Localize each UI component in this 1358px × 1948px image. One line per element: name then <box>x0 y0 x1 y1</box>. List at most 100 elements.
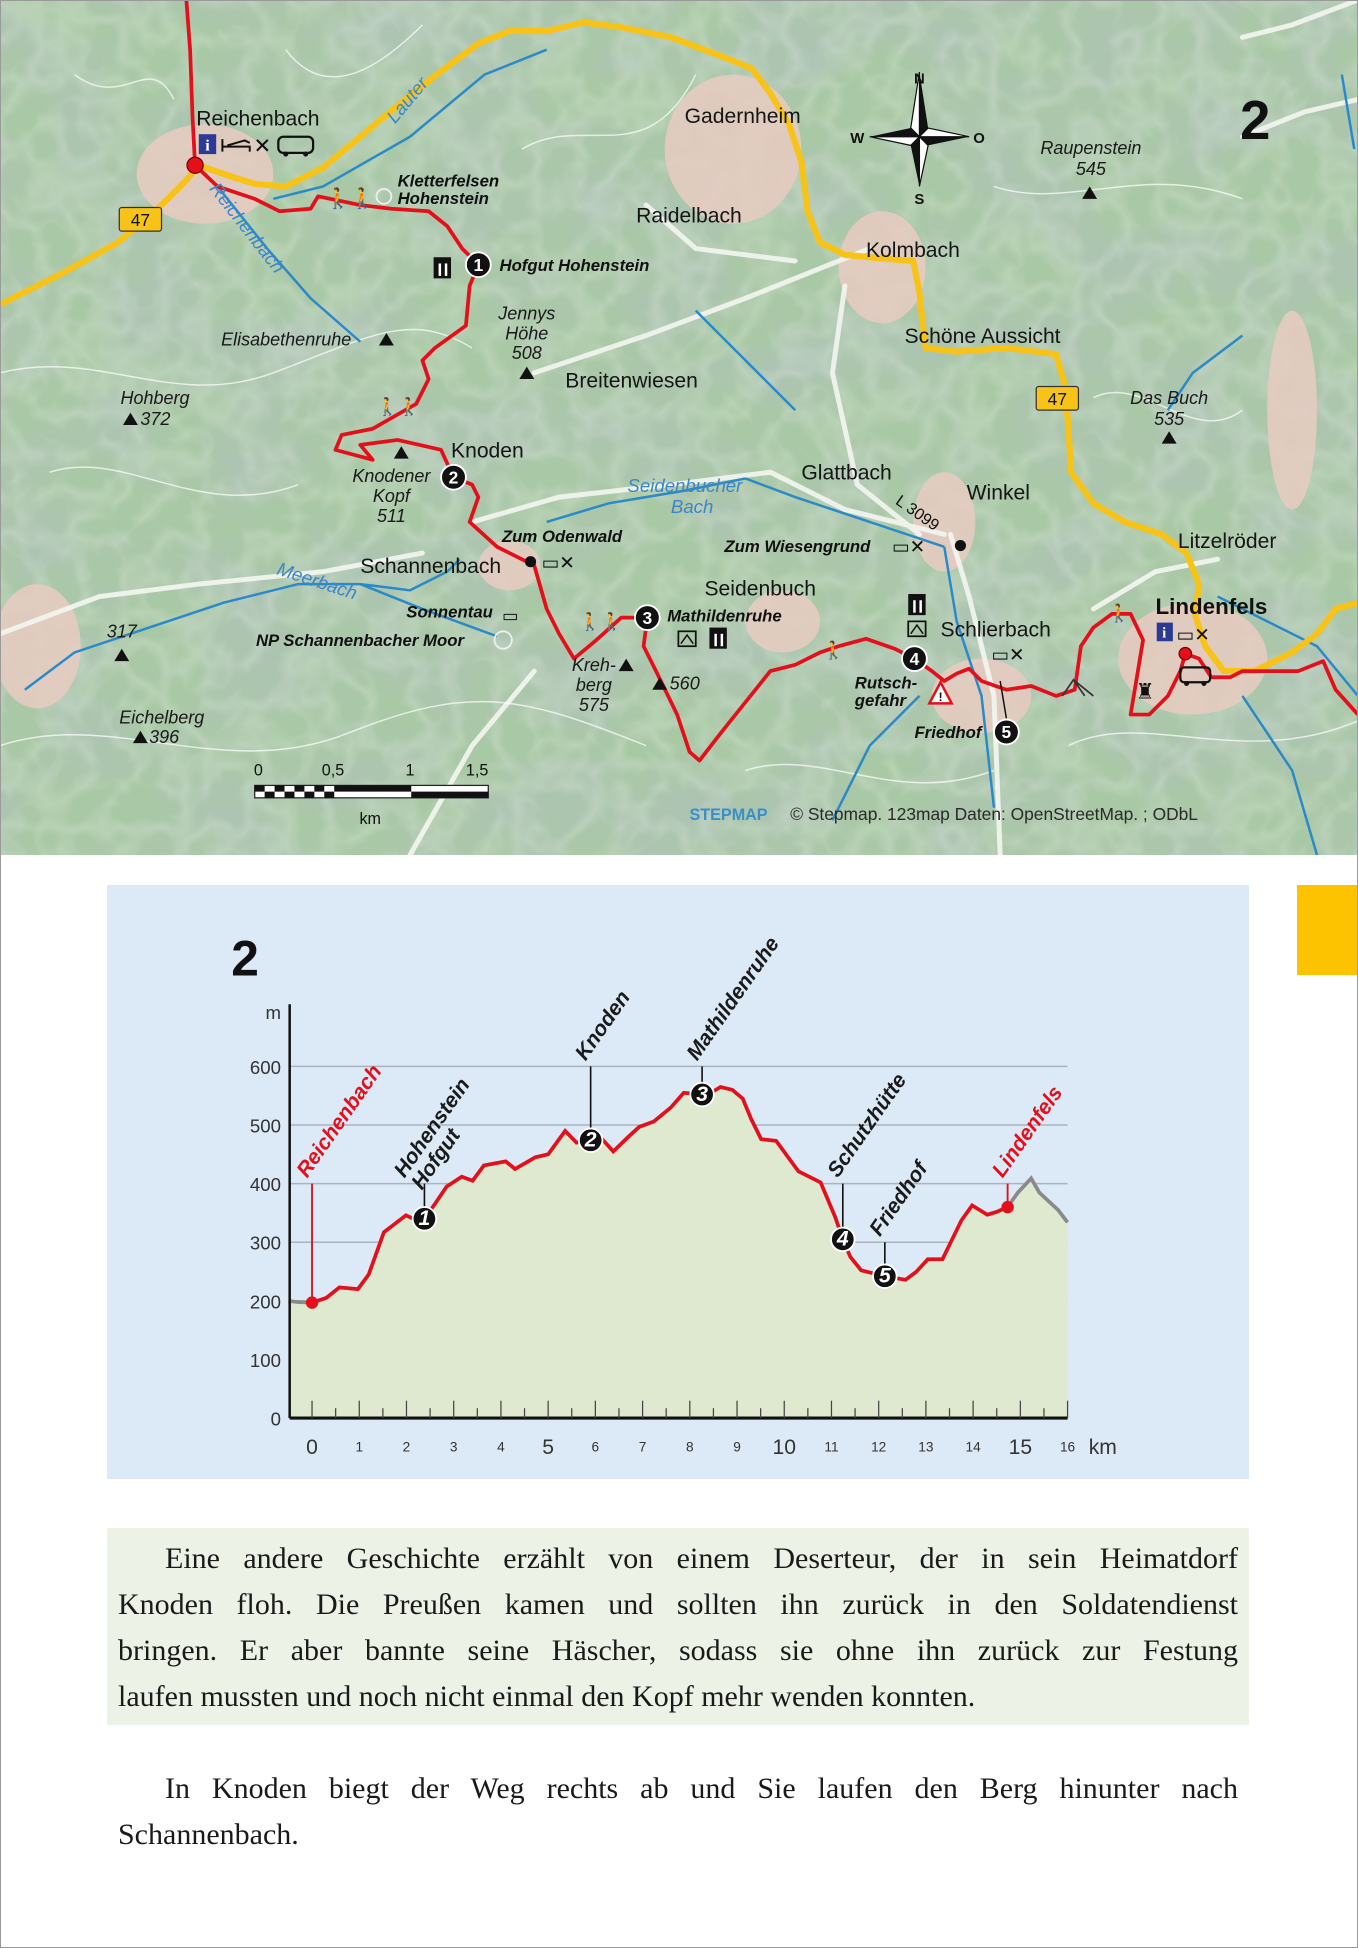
river-label-seidenbucher: Seidenbucher <box>627 475 743 496</box>
x-tick-label: 5 <box>542 1436 554 1459</box>
town-kolmbach: Kolmbach <box>866 239 960 262</box>
waypoint-5[interactable]: 5 <box>993 718 1020 746</box>
x-tick-label: 16 <box>1060 1440 1075 1455</box>
waypoint-number: 3 <box>696 1083 708 1106</box>
x-tick-label: 6 <box>592 1440 600 1455</box>
poi-mathildenruhe: Mathildenruhe <box>667 606 782 625</box>
peak-name: berg <box>576 675 612 695</box>
peak-knodener-kopf: Knodener Kopf 511 <box>352 446 431 526</box>
waypoint-number: 4 <box>910 649 920 669</box>
x-tick-label: 7 <box>639 1440 647 1455</box>
start-point-reichenbach <box>186 156 204 174</box>
town-schlierbach: Schlierbach <box>941 618 1051 641</box>
peak-name: Kopf <box>373 486 412 506</box>
scale-tick: 1 <box>406 761 415 779</box>
shelter-icon <box>709 627 727 649</box>
peak-elevation: 535 <box>1154 409 1185 429</box>
x-tick-label: 15 <box>1009 1436 1032 1459</box>
peak-name: Höhe <box>505 323 548 343</box>
waypoint-2[interactable]: 2 <box>440 463 467 491</box>
y-tick-label: 100 <box>250 1350 281 1371</box>
main-road-b47 <box>0 19 1358 675</box>
town-raidelbach: Raidelbach <box>636 204 742 227</box>
peak-triangle-icon <box>123 412 138 426</box>
waypoint-circle <box>689 1081 715 1108</box>
scale-tick: 0,5 <box>322 761 344 779</box>
peak-elevation: 508 <box>512 343 542 363</box>
peak-name: Hohberg <box>121 388 190 408</box>
y-tick-label: 400 <box>250 1174 281 1195</box>
route-number: 2 <box>1240 90 1270 151</box>
waypoint-circle <box>872 1263 898 1289</box>
text-line: Schannenbach. <box>118 1818 299 1851</box>
peak-elevation: 372 <box>140 409 170 429</box>
scale-bar: 0 0,5 1 1,5 km <box>254 761 489 828</box>
hiking-icon: 🚶 <box>823 640 845 661</box>
peak-jennys-hoehe: Jennys Höhe 508 <box>497 303 555 380</box>
poi-rutschgefahr-line2: gefahr <box>854 691 908 710</box>
hiking-icon: 🚶🚶 <box>376 397 419 418</box>
x-tick-label: 13 <box>918 1440 933 1455</box>
chapter-tab <box>1297 885 1358 975</box>
x-tick-label: 12 <box>871 1440 886 1455</box>
poi-friedhof: Friedhof <box>914 723 982 742</box>
waypoint-1[interactable]: 1 <box>464 251 492 279</box>
bus-icon <box>1179 666 1212 686</box>
peak-krehberg: Kreh- berg 575 <box>572 655 634 715</box>
waypoint-circle <box>830 1226 856 1253</box>
peak-name: Eichelberg <box>119 707 204 727</box>
hiking-icon: 🚶 <box>1108 603 1130 624</box>
x-tick-label: 2 <box>403 1440 411 1455</box>
y-tick-label: 500 <box>250 1115 281 1136</box>
peak-560: 560 <box>652 674 700 694</box>
peak-elisabethenruhe: Elisabethenruhe <box>221 329 394 349</box>
elevation-profile: 2 0 100 200 300 400 500 600 0 1 2 3 4 5 6 7 8 9 10 11 12 13 1… <box>107 885 1249 1479</box>
peak-name: Das Buch <box>1130 388 1208 408</box>
minor-roads <box>0 0 1358 855</box>
castle-icon: ♜ <box>1136 678 1155 703</box>
town-breitenwiesen: Breitenwiesen <box>565 370 698 393</box>
peak-elevation: 317 <box>107 622 138 642</box>
y-tick-label: 600 <box>250 1057 281 1078</box>
waypoint-number: 2 <box>584 1128 597 1151</box>
town-litzelroeder: Litzelröder <box>1178 530 1277 553</box>
text-line: In Knoden biegt der Weg rechts ab und Si… <box>165 1772 1238 1805</box>
endpoint-dot <box>305 1296 319 1309</box>
peak-name: Raupenstein <box>1040 138 1141 158</box>
svg-text:i: i <box>1162 626 1166 642</box>
restaurant-icon: ✕ <box>253 133 271 158</box>
road-number: 47 <box>131 210 150 230</box>
poi-kletterfelsen-line2: Hohenstein <box>398 189 489 208</box>
x-tick-label: 9 <box>733 1440 741 1455</box>
elevation-area <box>288 1086 1068 1419</box>
peak-triangle-icon <box>652 677 668 690</box>
peak-317: 317 <box>107 622 138 662</box>
peak-triangle-icon <box>618 658 634 672</box>
chart-title: 2 <box>231 931 259 987</box>
peak-name: Jennys <box>497 303 555 323</box>
town-gadernheim: Gadernheim <box>685 105 801 128</box>
text-line: Knoden floh. Die Preußen kamen und sollt… <box>118 1588 1238 1621</box>
peak-elevation: 545 <box>1076 159 1107 179</box>
waypoint-3[interactable]: 3 <box>633 604 661 631</box>
climbing-rock-icon <box>375 187 393 205</box>
compass-rose-icon: N S W O <box>850 71 985 208</box>
waypoint-circle <box>411 1206 438 1232</box>
waypoint-number: 5 <box>1002 722 1012 742</box>
peak-das-buch: Das Buch 535 <box>1130 388 1208 444</box>
tracks <box>0 24 1358 784</box>
streams <box>24 48 1358 855</box>
viewpoint-icon <box>907 620 927 638</box>
x-tick-label: 14 <box>966 1440 982 1455</box>
peak-triangle-icon <box>1082 186 1098 199</box>
text-line: laufen mussten und noch nicht einmal den… <box>118 1680 976 1713</box>
info-icon: i <box>198 134 217 154</box>
road-number: 47 <box>1048 389 1067 409</box>
parking-shelter-icon <box>433 257 452 279</box>
x-tick-label: 1 <box>355 1440 363 1455</box>
poi-rutschgefahr: Rutsch- <box>855 673 918 692</box>
waypoint-number: 1 <box>474 255 484 275</box>
waypoint-4[interactable]: 4 <box>901 645 928 673</box>
restaurant-icon: ▭✕ <box>991 645 1024 666</box>
